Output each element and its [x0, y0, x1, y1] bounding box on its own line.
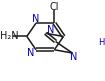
Text: N: N — [47, 25, 54, 35]
Text: Cl: Cl — [50, 2, 59, 12]
Text: H: H — [98, 38, 104, 47]
Text: N: N — [32, 14, 40, 24]
Text: H₂N: H₂N — [0, 31, 19, 41]
Text: N: N — [70, 52, 77, 62]
Text: N: N — [28, 48, 35, 58]
